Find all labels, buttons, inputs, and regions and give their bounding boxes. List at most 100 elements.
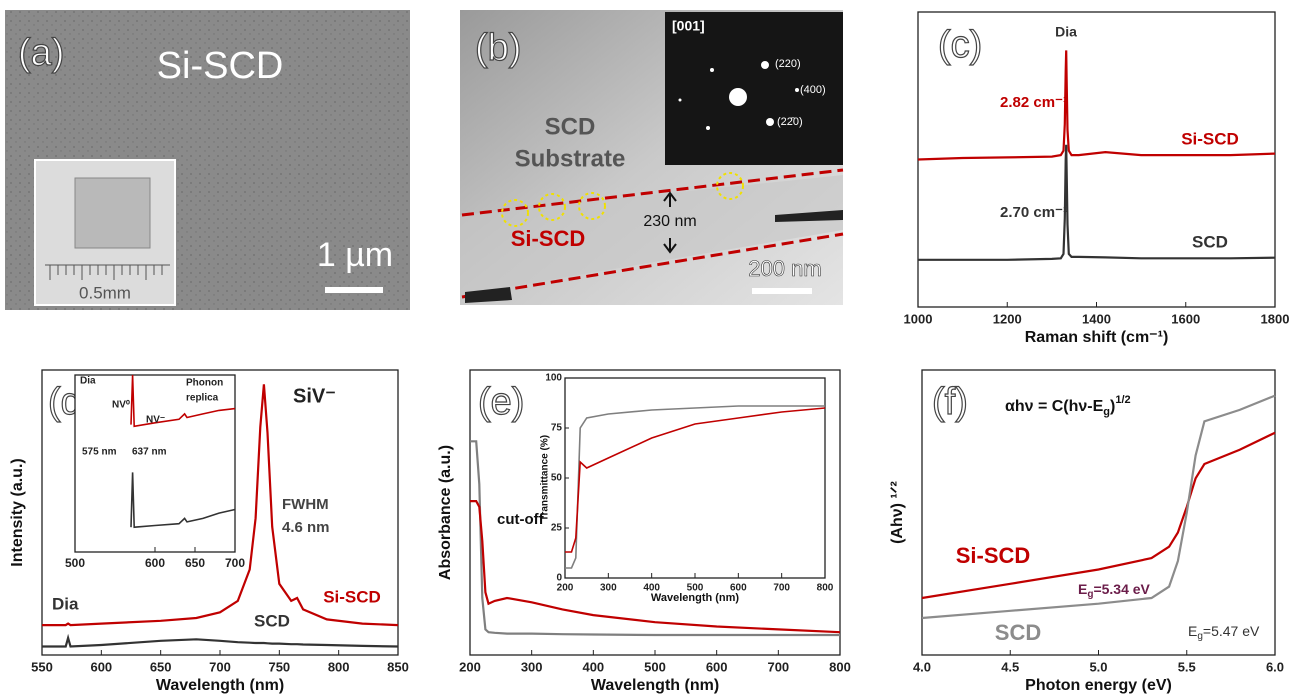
spot-label: (22̄0) [777,116,803,128]
x-tick-label: 1600 [1171,311,1200,326]
x-tick-label: 400 [582,659,604,674]
gap-label-part: E [1078,581,1087,597]
gap-label-part: E [1188,623,1197,639]
x-tick-label: 5.0 [1089,659,1107,674]
x-tick-label: 1400 [1082,311,1111,326]
diffraction-inset [665,12,843,165]
x-tick-label: 600 [706,659,728,674]
x-tick-label: 800 [328,659,350,674]
thickness-label: 230 nm [643,213,696,230]
region-label: Substrate [515,145,626,172]
legend-label: Si-SCD [1181,129,1239,148]
series-line [921,394,1276,620]
spot-label: (220) [775,58,801,70]
x-tick-label: 5.5 [1178,659,1196,674]
x-tick-label: 300 [600,583,617,594]
x-tick-label: 500 [65,556,85,570]
interface-lines [461,168,844,299]
legend-label: SCD [254,611,290,630]
x-tick-label: 650 [150,659,172,674]
x-tick-label: 650 [185,556,205,570]
panel-label: (b) [475,27,521,69]
x-tick-label: 800 [829,659,851,674]
y-tick-label: 25 [551,523,563,534]
x-tick-label: 4.5 [1001,659,1019,674]
gap-label-part: =5.34 eV [1093,581,1150,597]
scale-bar [752,288,812,294]
y-tick-label: 75 [551,423,563,434]
annotation: Dia [1055,24,1077,40]
inset-frame [74,374,236,553]
series-line [917,50,1276,161]
x-tick-label: 600 [90,659,112,674]
x-tick-label: 600 [730,583,747,594]
panel-label: (f) [932,381,968,423]
x-tick-label: 700 [767,659,789,674]
series-line [130,374,236,428]
defect-circles [501,172,744,227]
x-axis-label: Photon energy (eV) [1025,677,1172,694]
zone-axis: [001] [672,18,705,34]
annotation: 2.70 cm⁻¹ [1000,204,1068,221]
sample-photo [74,177,151,249]
inset-annotation: replica [186,393,219,404]
x-tick-label: 200 [459,659,481,674]
x-axis-label: Wavelength (nm) [156,677,284,694]
x-axis-label: Wavelength (nm) [651,592,740,604]
inset-annotation: Phonon [186,378,223,389]
y-axis-label: (Ahν) ¹ᐟ² [889,481,906,544]
y-tick-label: 0 [556,573,562,584]
legend-label: SCD [1192,232,1228,251]
scale-label: 1 µm [317,236,393,274]
panel-label: (c) [938,24,982,66]
y-axis-label: Intensity (a.u.) [9,458,26,566]
y-tick-label: 50 [551,473,563,484]
series-line [565,407,826,553]
x-tick-label: 4.0 [913,659,931,674]
x-tick-label: 750 [268,659,290,674]
series-line [42,384,399,627]
x-tick-label: 200 [557,583,574,594]
diffraction-spots [678,61,799,130]
gap-label: Eg=5.34 eV [1078,581,1151,600]
region-label: SCD [545,113,596,140]
formula-part: g [1103,406,1110,418]
formula-part: αhν = C(hν-E [1005,398,1104,415]
series-line [130,472,236,529]
annotation: 2.82 cm⁻¹ [1000,94,1068,111]
panel-label: (a) [18,32,64,74]
spot-label: (400) [800,84,826,96]
annotation: cut-off [497,511,545,528]
x-tick-label: 400 [643,583,660,594]
formula-part: ) [1110,398,1115,415]
formula-part: 1/2 [1115,394,1130,406]
formula: αhν = C(hν-Eg)1/2 [1005,394,1131,418]
inset-annotation: NV⁰ [112,400,130,411]
sample-title: Si-SCD [157,45,284,87]
x-tick-label: 600 [145,556,165,570]
x-tick-label: 1800 [1261,311,1290,326]
annotation: SiV⁻ [293,385,336,407]
inset-annotation: 637 nm [132,447,167,458]
x-axis-label: Wavelength (nm) [591,677,719,694]
inset-annotation: Dia [80,376,96,387]
inset-scale: 0.5mm [79,283,131,302]
ruler [45,264,170,280]
legend-label: SCD [995,620,1041,645]
x-tick-label: 500 [644,659,666,674]
annotation: 4.6 nm [282,519,330,536]
layer-label: Si-SCD [511,226,586,251]
panel-b: (b) SCD Substrate Si-SCD 230 nm [001] (2… [460,10,844,305]
annotation: FWHM [282,496,329,513]
dark-region [465,210,843,303]
gap-label-part: g [1087,589,1093,600]
x-tick-label: 700 [773,583,790,594]
x-tick-label: 700 [225,556,245,570]
x-tick-label: 700 [209,659,231,674]
y-axis-label: Transmittance (%) [540,435,551,521]
x-tick-label: 550 [31,659,53,674]
x-axis-label: Raman shift (cm⁻¹) [1025,329,1169,346]
legend-label: Si-SCD [956,543,1031,568]
y-axis-label: Absorbance (a.u.) [437,445,454,580]
